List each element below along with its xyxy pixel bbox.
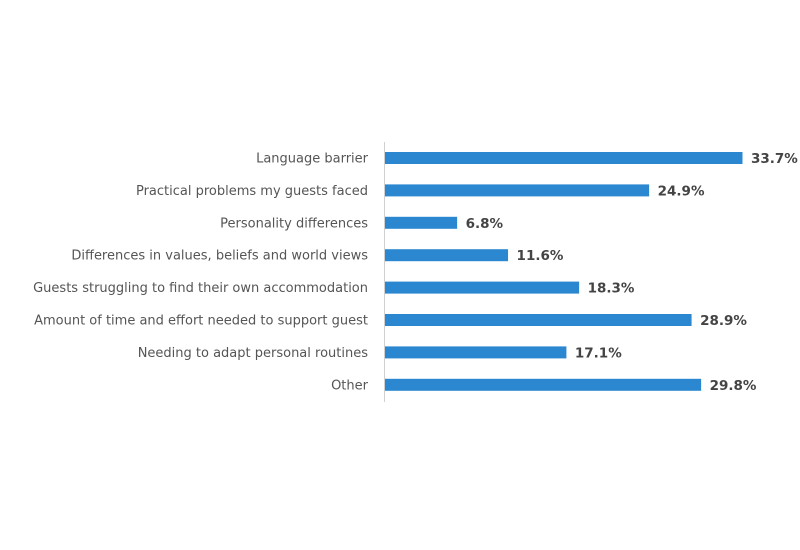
bar (385, 249, 509, 262)
bar (385, 346, 567, 359)
data-label: 18.3% (588, 281, 635, 297)
category-label: Amount of time and effort needed to supp… (34, 314, 368, 329)
bar (385, 216, 458, 229)
data-label: 29.8% (710, 378, 757, 394)
category-label: Personality differences (220, 216, 368, 231)
data-label: 17.1% (575, 345, 622, 361)
data-label: 28.9% (700, 313, 747, 329)
category-label: Practical problems my guests faced (136, 184, 368, 199)
data-label: 33.7% (751, 151, 798, 167)
category-label: Differences in values, beliefs and world… (71, 249, 368, 264)
category-label: Needing to adapt personal routines (138, 346, 369, 361)
data-label: 11.6% (517, 248, 564, 264)
bar (385, 281, 580, 294)
bar (385, 314, 692, 326)
category-label: Other (331, 378, 369, 393)
bar (385, 184, 650, 197)
category-label: Guests struggling to find their own acco… (33, 281, 368, 296)
bar (385, 152, 743, 164)
data-label: 24.9% (658, 183, 705, 199)
category-label: Language barrier (256, 152, 369, 167)
data-label: 6.8% (466, 216, 504, 232)
bar (385, 378, 702, 391)
